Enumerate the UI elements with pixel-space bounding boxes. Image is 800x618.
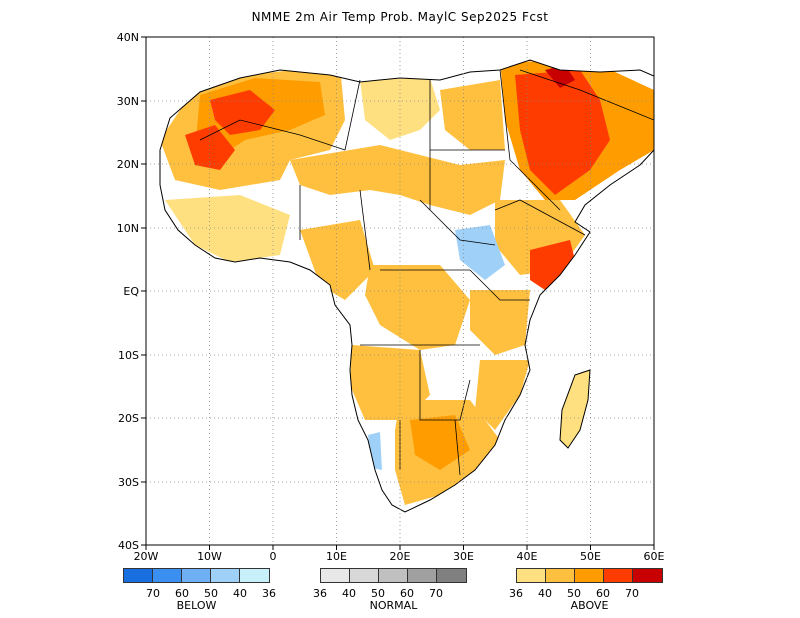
grid [146,37,654,545]
legend-normal-swatches [320,568,467,583]
legend-below-num: 60 [175,587,189,600]
legend-normal-swatch-60 [408,569,437,582]
probability-shading [160,60,654,505]
lat-label-40s: 40S [118,539,139,552]
above-high-mediterranean [440,60,560,62]
legend-normal-num: 40 [342,587,356,600]
legend-above: 36 40 50 60 70 ABOVE [509,568,663,612]
legend-above-num: 50 [567,587,581,600]
above-light-mozambique [475,360,530,430]
lat-label-30s: 30S [118,476,139,489]
legend-above-label: ABOVE [570,599,609,612]
legend-below-swatch-70 [124,569,153,582]
legend-above-swatch-60 [604,569,633,582]
legend-normal-num: 50 [371,587,385,600]
lon-label-10e: 10E [326,550,347,563]
legend-below-swatch-40 [211,569,240,582]
legend-below: 70 60 50 40 36 BELOW [123,568,276,612]
legend-above-num: 60 [596,587,610,600]
legend-below-label: BELOW [176,599,217,612]
legend-above-swatches [516,568,663,583]
legend-normal-num: 70 [429,587,443,600]
coastline [159,59,654,513]
lat-label-20n: 20N [117,158,139,171]
legend-normal-swatch-70 [437,569,466,582]
legend-normal: 36 40 50 60 70 NORMAL [313,568,467,612]
legend-normal-num: 60 [400,587,414,600]
lon-label-30e: 30E [453,550,474,563]
legend-normal-swatch-36 [321,569,350,582]
above-high-mauritania [185,125,235,170]
legend-above-swatch-36 [517,569,546,582]
lat-label-30n: 30N [117,95,139,108]
lon-label-20e: 20E [390,550,411,563]
legend-below-num: 40 [233,587,247,600]
legend-above-num: 40 [538,587,552,600]
lat-label-10s: 10S [118,349,139,362]
lon-label-10w: 10W [197,550,222,563]
country-borders [199,69,654,476]
lat-label-10n: 10N [117,222,139,235]
below-light-south-sudan [455,225,505,280]
lon-label-50e: 50E [580,550,601,563]
legend-normal-swatch-50 [379,569,408,582]
lon-label-20w: 20W [134,550,159,563]
above-light-tanzania [470,290,530,355]
above-high-somalia [530,240,575,290]
legend-below-swatch-60 [153,569,182,582]
lat-label-20s: 20S [118,412,139,425]
above-mid-congo [365,265,470,350]
legend-below-swatches [123,568,270,583]
above-light-central-sahara [290,145,505,215]
legend-above-swatch-50 [575,569,604,582]
legend-normal-swatch-40 [350,569,379,582]
legend-below-swatch-36 [240,569,269,582]
madagascar [559,369,591,449]
lat-label-eq: EQ [123,285,139,298]
lon-label-0: 0 [270,550,277,563]
lat-label-40n: 40N [117,31,139,44]
legend-above-swatch-70 [633,569,662,582]
legend-above-num: 36 [509,587,523,600]
legend-below-num: 70 [146,587,160,600]
above-mid-kalahari [410,415,470,470]
legend-normal-num: 36 [313,587,327,600]
legend-below-swatch-50 [182,569,211,582]
lon-label-60e: 60E [644,550,665,563]
legend-above-num: 70 [625,587,639,600]
legend-above-swatch-40 [546,569,575,582]
legend-below-num: 36 [262,587,276,600]
above-light-egypt [440,80,505,150]
lon-label-40e: 40E [517,550,538,563]
legend-below-num: 50 [204,587,218,600]
legend-normal-label: NORMAL [369,599,418,612]
map-title: NMME 2m Air Temp Prob. MaylC Sep2025 Fcs… [251,10,549,24]
